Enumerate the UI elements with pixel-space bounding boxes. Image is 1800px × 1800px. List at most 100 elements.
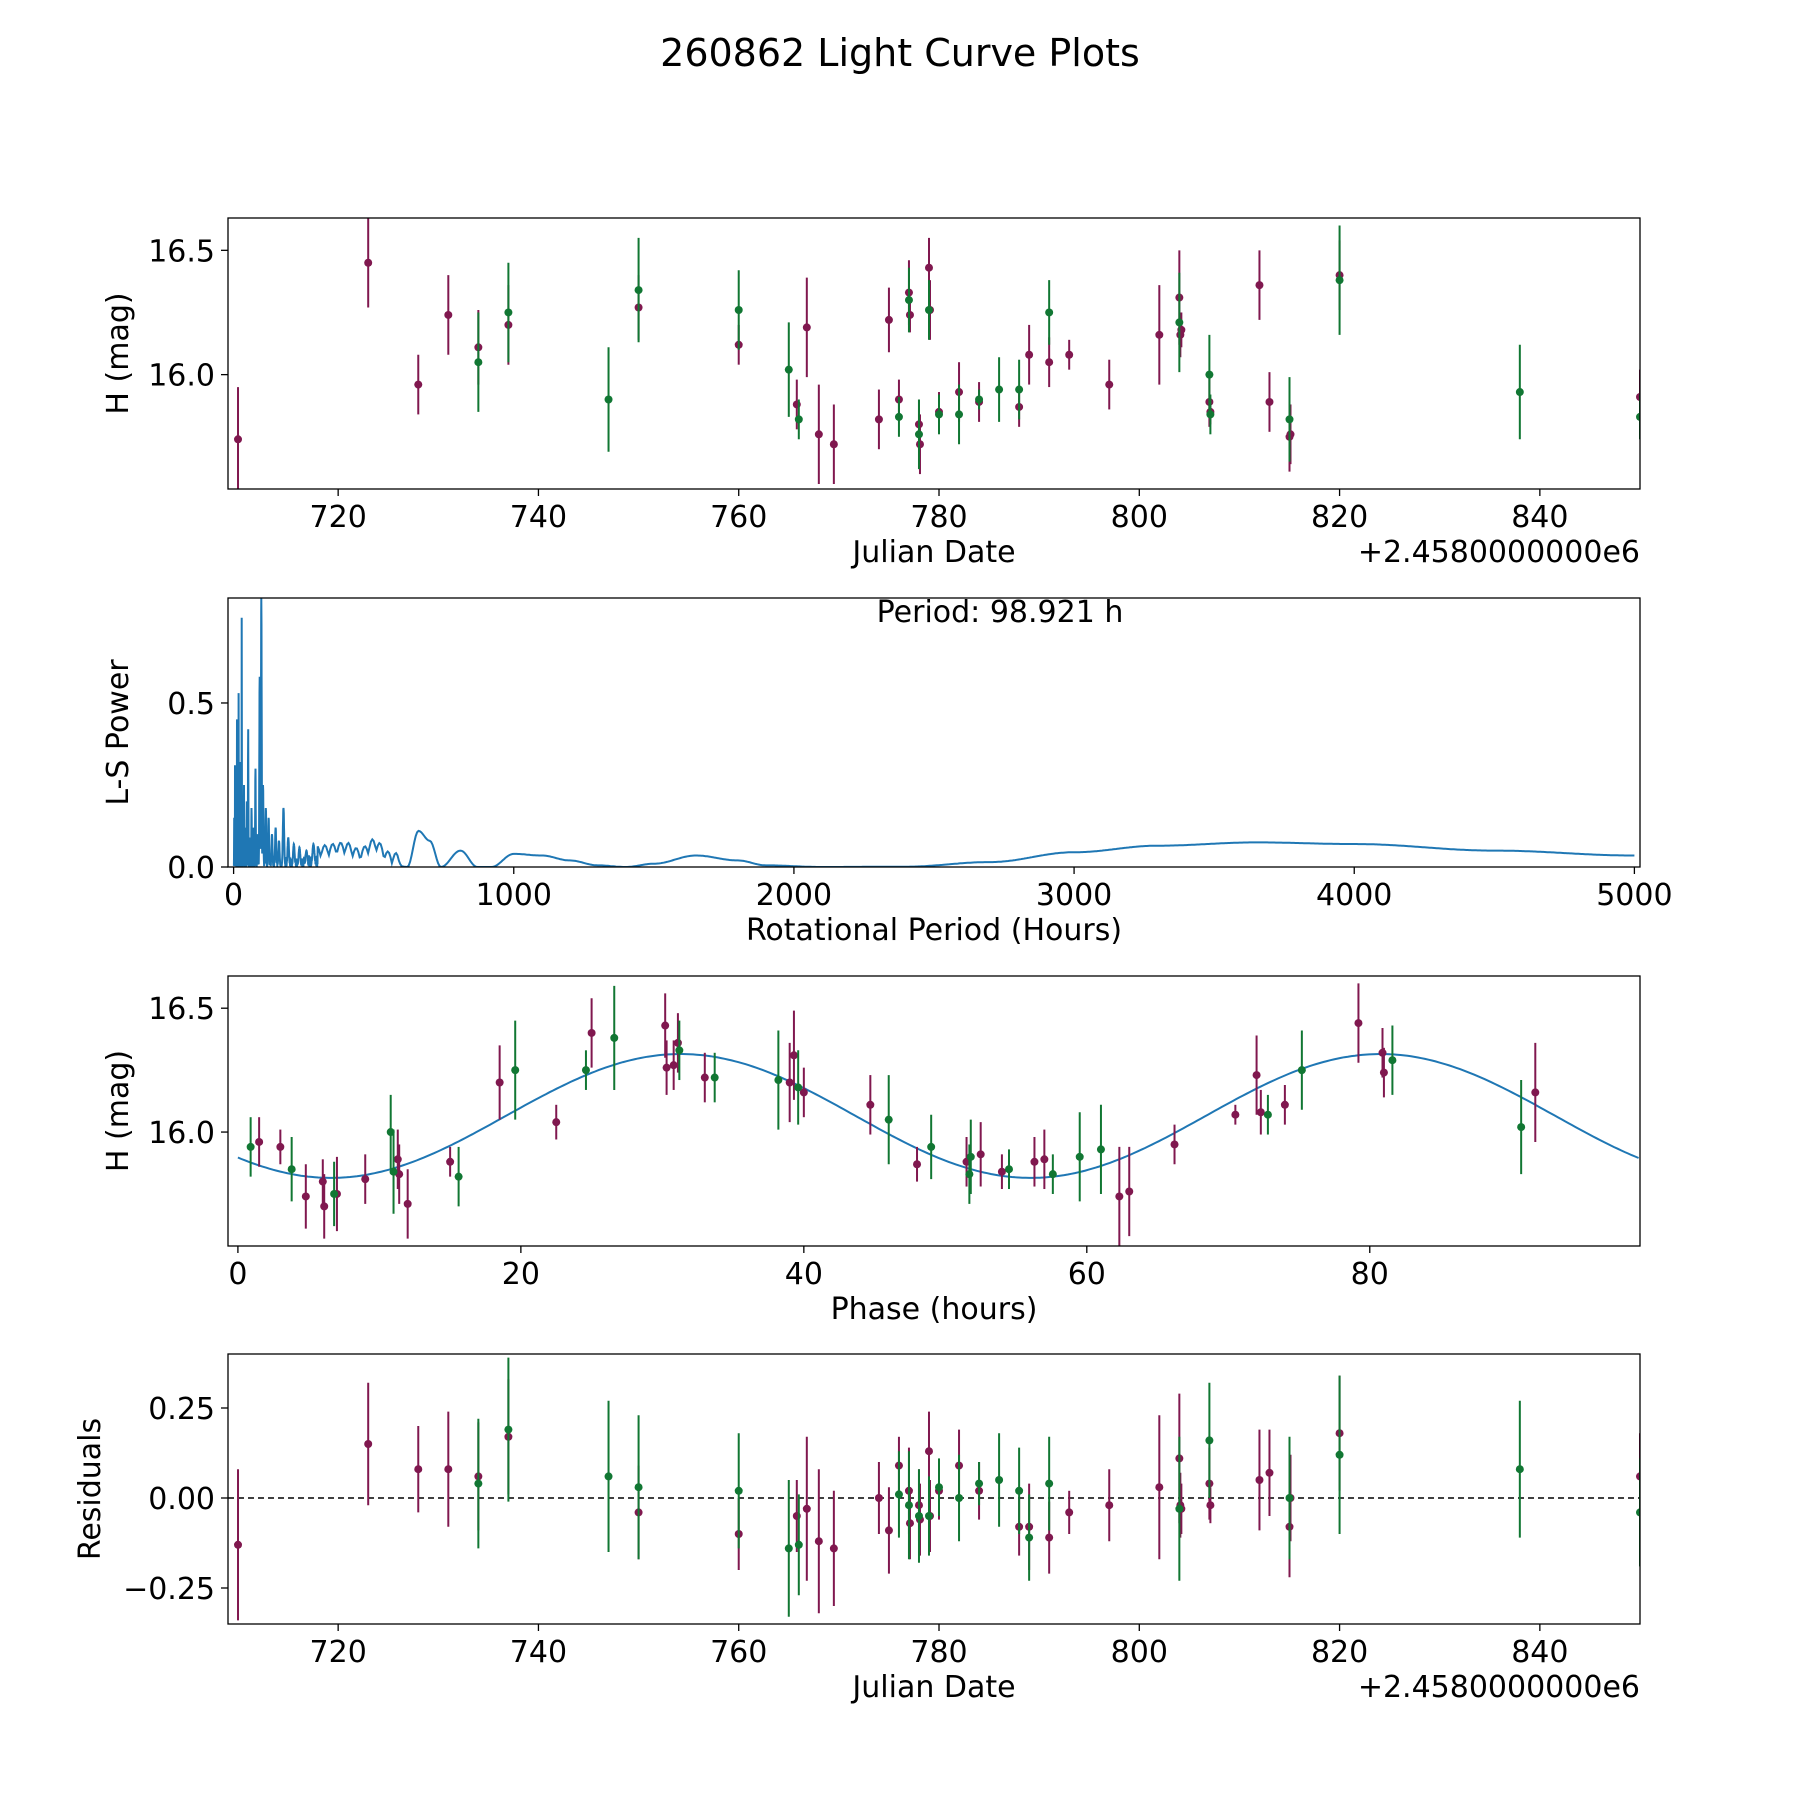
data-point [1115,1192,1124,1201]
light-curve-panel: 720 740 760 780 800 820 840 16.0 16.5 Julian Date… [101,217,1641,570]
data-point [1025,1533,1034,1542]
x-axis-label: Julian Date [850,1670,1015,1705]
data-point [604,395,613,404]
data-point [673,1038,682,1047]
data-point [504,1425,513,1434]
data-point [924,1512,933,1520]
data-point [1155,330,1164,339]
axes-frame [227,217,1641,490]
data-point [829,440,838,449]
model-fit-curve [237,1053,1639,1179]
data-point [1263,1110,1272,1119]
data-point [1297,1066,1306,1075]
axes-frame [227,1353,1641,1625]
y-tick-label: 16.5 [148,992,215,1027]
x-tick-label: 740 [510,1635,567,1670]
data-point [794,415,803,424]
data-point [814,430,823,439]
x-tick-label: 1000 [476,878,552,913]
data-point [1065,350,1074,359]
data-point [474,358,483,367]
data-point [794,1540,803,1549]
data-point [454,1172,463,1181]
data-point [935,1483,944,1492]
data-point [446,1157,455,1166]
data-point [1040,1155,1049,1164]
data-point [504,308,513,317]
data-point [1354,1019,1363,1028]
x-tick-label: 720 [310,1635,367,1670]
x-tick-label: 760 [710,1635,767,1670]
data-point [1045,358,1054,367]
data-point [587,1028,596,1037]
figure-title: 260862 Light Curve Plots [660,31,1140,75]
data-point [255,1137,264,1146]
data-point [710,1073,719,1082]
y-axis-label: L-S Power [101,659,136,806]
x-tick-label: 80 [1351,1257,1389,1292]
x-offset-label: +2.4580000000e6 [1358,1670,1640,1705]
data-point [474,1479,483,1488]
data-point [784,1544,793,1553]
data-point [1125,1187,1134,1196]
y-axis-label: H (mag) [101,292,136,414]
data-point [924,263,933,272]
data-point [1515,1465,1524,1474]
x-tick-label: 840 [1511,500,1568,535]
data-point [866,1100,875,1109]
data-point [905,310,914,319]
x-tick-label: 840 [1511,1635,1568,1670]
data-point [905,1519,914,1528]
data-point [234,1540,243,1549]
data-point [894,1490,903,1499]
data-point [1636,1508,1640,1517]
data-point [1105,380,1114,389]
data-point [995,1476,1004,1484]
data-point [814,1537,823,1546]
x-tick-label: 800 [1111,1635,1168,1670]
axes-frame [227,597,1641,868]
data-point [884,1526,893,1535]
y-tick-label: 0.00 [148,1482,215,1517]
data-point [364,1440,373,1448]
x-tick-label: 820 [1311,1635,1368,1670]
data-point [894,412,903,421]
data-point [276,1142,285,1151]
data-point [669,1061,678,1070]
data-point [1170,1140,1179,1149]
x-axis-label: Julian Date [850,535,1015,570]
data-point [785,1078,794,1087]
data-point [1255,1476,1264,1484]
data-point [1096,1145,1105,1154]
y-axis-label: H (mag) [101,1050,136,1172]
data-point [904,1501,913,1510]
x-tick-label: 0 [224,878,243,913]
data-point [1280,1100,1289,1109]
periodogram-panel: Period: 98.921 h 0 1000 2000 3000 4000 5000 0.… [101,595,1673,948]
data-point [915,440,924,449]
data-point [1231,1110,1240,1119]
data-point [581,1066,590,1075]
data-point [935,410,944,419]
data-point [1285,415,1294,424]
data-point [1030,1157,1039,1166]
y-tick-label: −0.25 [123,1572,215,1607]
data-point [414,380,423,389]
plot-area [228,1357,1640,1621]
data-point [914,430,923,439]
data-point [1105,1501,1114,1510]
data-point [955,410,964,419]
data-point [829,1544,838,1553]
data-point [1286,430,1295,439]
data-point [995,385,1004,394]
data-point [495,1078,504,1087]
data-point [966,1152,975,1161]
data-point [1045,308,1054,317]
x-tick-label: 20 [502,1257,540,1292]
data-point [1175,318,1184,327]
data-point [287,1165,296,1174]
data-point [330,1189,339,1198]
x-tick-label: 800 [1111,500,1168,535]
data-point [1175,1504,1184,1513]
data-point [511,1066,520,1075]
